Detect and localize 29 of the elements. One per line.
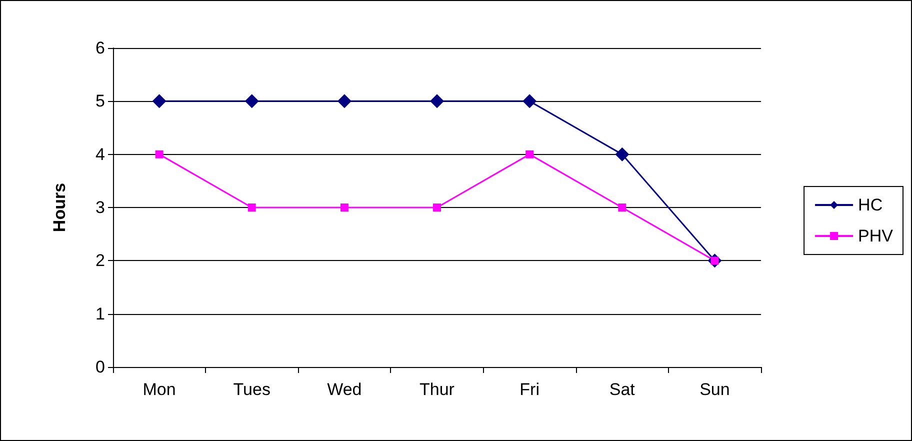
point xyxy=(340,204,348,212)
x-tick-label: Sun xyxy=(700,380,730,399)
point xyxy=(522,94,537,108)
point xyxy=(615,147,630,162)
point xyxy=(155,150,164,158)
point xyxy=(526,150,534,158)
legend-label: HC xyxy=(858,196,883,214)
legend-label: PHV xyxy=(858,226,894,246)
point xyxy=(244,94,259,108)
x-tick-label: Mon xyxy=(142,380,176,399)
point xyxy=(337,94,352,108)
x-tick-label: Tues xyxy=(233,380,270,399)
y-tick-label: 6 xyxy=(96,38,105,58)
y-tick-label: 5 xyxy=(96,92,105,111)
point xyxy=(618,204,626,212)
y-tick-label: 3 xyxy=(96,198,105,217)
x-tick-label: Sat xyxy=(609,380,636,399)
y-tick-label: 4 xyxy=(96,144,105,164)
point xyxy=(433,204,441,212)
point xyxy=(430,94,444,108)
point xyxy=(248,204,256,212)
point xyxy=(152,94,166,108)
y-tick-label: 0 xyxy=(96,358,105,376)
y-tick-label: 2 xyxy=(96,251,105,270)
x-tick-label: Thur xyxy=(420,380,455,399)
y-axis-title: Hours xyxy=(50,182,69,232)
x-tick-label: Fri xyxy=(520,380,540,399)
x-tick-label: Wed xyxy=(327,380,362,399)
y-tick-label: 1 xyxy=(96,304,105,324)
